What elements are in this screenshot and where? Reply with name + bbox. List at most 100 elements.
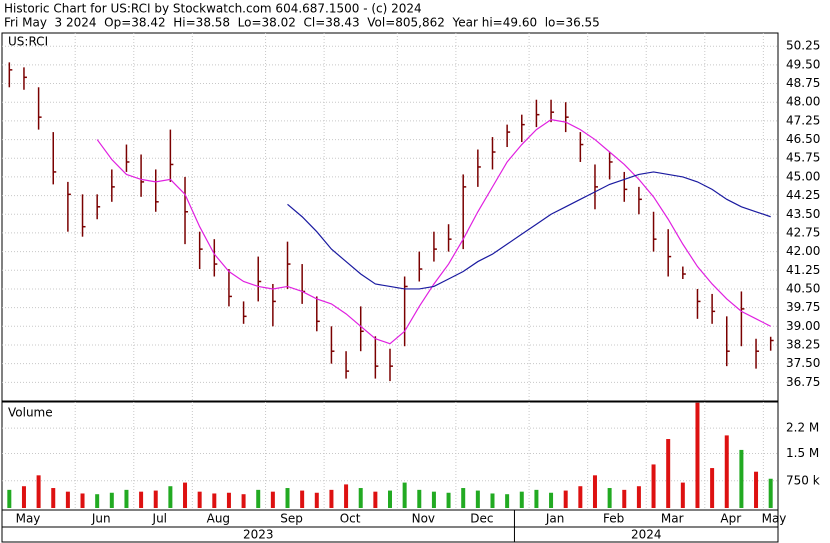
volume-tick-label: 750 k [786,473,820,487]
date-axis [1,509,779,543]
x-tick-label: May [16,512,41,526]
y-tick-label: 45.75 [786,151,820,165]
y-tick-label: 43.50 [786,207,820,221]
x-tick-label: Jan [545,512,565,526]
volume-bar [695,402,700,508]
y-tick-label: 47.25 [786,113,820,127]
x-tick-label: Oct [340,512,361,526]
volume-bar [622,489,627,508]
volume-bar [578,486,583,508]
x-tick-label: Feb [603,512,624,526]
y-tick-label: 42.00 [786,244,820,258]
volume-bar [344,484,349,508]
y-tick-label: 41.25 [786,263,820,277]
x-tick-label: May [762,512,787,526]
volume-bar [490,493,495,508]
volume-bar [534,489,539,508]
x-tick-label: Apr [720,512,741,526]
x-tick-label: Sep [280,512,303,526]
y-tick-label: 45.00 [786,169,820,183]
year-label: 2023 [243,528,274,542]
volume-bar [754,471,759,508]
volume-bar [592,475,597,508]
y-tick-label: 36.75 [786,375,820,389]
price-panel [1,32,779,402]
x-tick-label: Nov [412,512,435,526]
volume-bar [549,492,554,508]
volume-bar [768,478,773,508]
symbol-label: US:RCI [8,35,48,49]
x-tick-label: Aug [207,512,230,526]
volume-bar [109,492,114,508]
volume-bar [505,494,510,508]
moving-average [287,171,771,290]
header-line: Fri May 3 2024 Op=38.42 Hi=38.58 Lo=38.0… [4,16,600,30]
volume-tick-label: 1.5 M [786,446,819,460]
y-tick-label: 37.50 [786,356,820,370]
volume-bar [197,491,202,508]
volume-bar [446,492,451,508]
volume-bar [724,435,729,508]
volume-bar [519,491,524,508]
volume-bar [358,488,363,508]
volume-bar [417,489,422,508]
volume-bar [710,468,715,508]
volume-bar [212,493,217,508]
x-tick-label: Jun [91,512,111,526]
volume-bar [51,488,56,508]
volume-bar [36,475,41,508]
volume-bar [563,490,568,508]
volume-bar [139,491,144,508]
volume-bar [168,486,173,508]
volume-bar [256,489,261,508]
y-tick-label: 48.00 [786,95,820,109]
y-tick-label: 50.25 [786,39,820,53]
volume-bar [431,491,436,508]
volume-bar [666,439,671,508]
volume-bar [636,486,641,508]
volume-bar [314,492,319,508]
volume-bar [461,488,466,508]
volume-bar [475,490,480,508]
y-tick-label: 39.75 [786,300,820,314]
volume-label: Volume [8,406,53,420]
volume-bar [402,482,407,508]
volume-tick-label: 2.2 M [786,421,819,435]
volume-bar [226,492,231,508]
volume-bar [680,482,685,508]
volume-bar [7,489,12,508]
volume-bar [183,482,188,508]
volume-bar [153,490,158,508]
y-tick-label: 42.75 [786,225,820,239]
volume-bar [285,488,290,508]
y-tick-label: 44.25 [786,188,820,202]
volume-bar [739,449,744,508]
volume-bar [65,491,70,508]
header-line: Historic Chart for US:RCI by Stockwatch.… [4,2,422,16]
x-tick-label: Mar [661,512,684,526]
volume-bar [124,489,129,508]
y-tick-label: 49.50 [786,57,820,71]
y-tick-label: 38.25 [786,337,820,351]
volume-bar [607,488,612,508]
volume-bar [651,464,656,508]
volume-bar [388,490,392,508]
y-tick-label: 48.75 [786,76,820,90]
volume-bar [80,493,85,508]
volume-bar [95,494,100,508]
volume-bar [373,491,378,508]
y-tick-label: 40.50 [786,281,820,295]
year-label: 2024 [631,528,662,542]
volume-bar [270,491,275,508]
volume-bar [241,494,246,508]
volume-bar [300,490,305,508]
volume-bar [21,486,26,508]
x-tick-label: Jul [152,512,167,526]
y-tick-label: 39.00 [786,319,820,333]
x-tick-label: Dec [470,512,493,526]
y-tick-label: 46.50 [786,132,820,146]
volume-bar [329,489,334,508]
